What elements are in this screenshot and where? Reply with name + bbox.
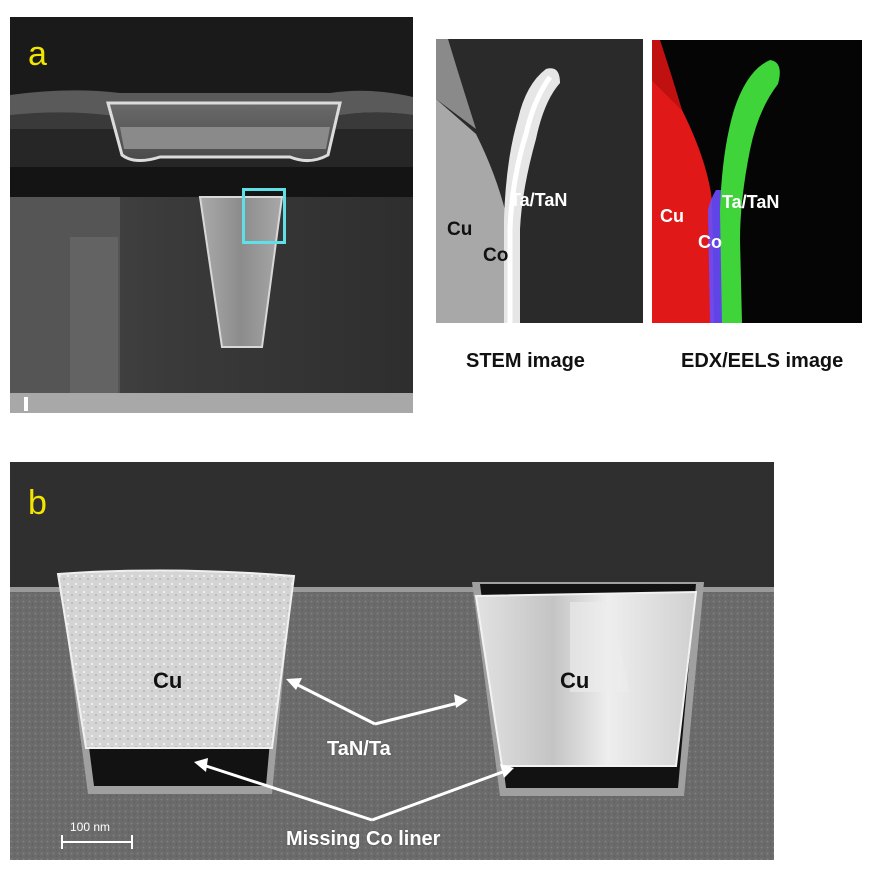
missing-liner-label: Missing Co liner [286, 828, 441, 850]
highlight-box [242, 188, 286, 244]
barrier-label: TaN/Ta [327, 738, 391, 760]
edx-eels-image: Cu Co Ta/TaN [652, 40, 862, 323]
panel-a-tem-image: a [10, 17, 413, 413]
edx-label-ta-tan: Ta/TaN [722, 192, 780, 212]
panel-b-letter: b [28, 484, 47, 522]
stem-image: Cu Co Ta/TaN [436, 39, 643, 323]
edx-caption: EDX/EELS image [681, 350, 844, 372]
stem-label-co: Co [483, 245, 509, 266]
stem-label-cu: Cu [447, 219, 473, 240]
scalebar-label: 100 nm [70, 820, 111, 834]
edx-label-co: Co [698, 232, 722, 252]
stem-caption: STEM image [466, 350, 585, 372]
edx-label-cu: Cu [660, 206, 684, 226]
stem-label-ta-tan: Ta/TaN [510, 190, 568, 210]
panel-a-letter: a [28, 35, 47, 73]
panel-b-sem-image: b Cu Cu TaN/Ta Missing Co liner 100 nm [10, 462, 774, 860]
right-trench-cu-label: Cu [560, 668, 590, 693]
left-trench-cu-label: Cu [153, 668, 183, 693]
